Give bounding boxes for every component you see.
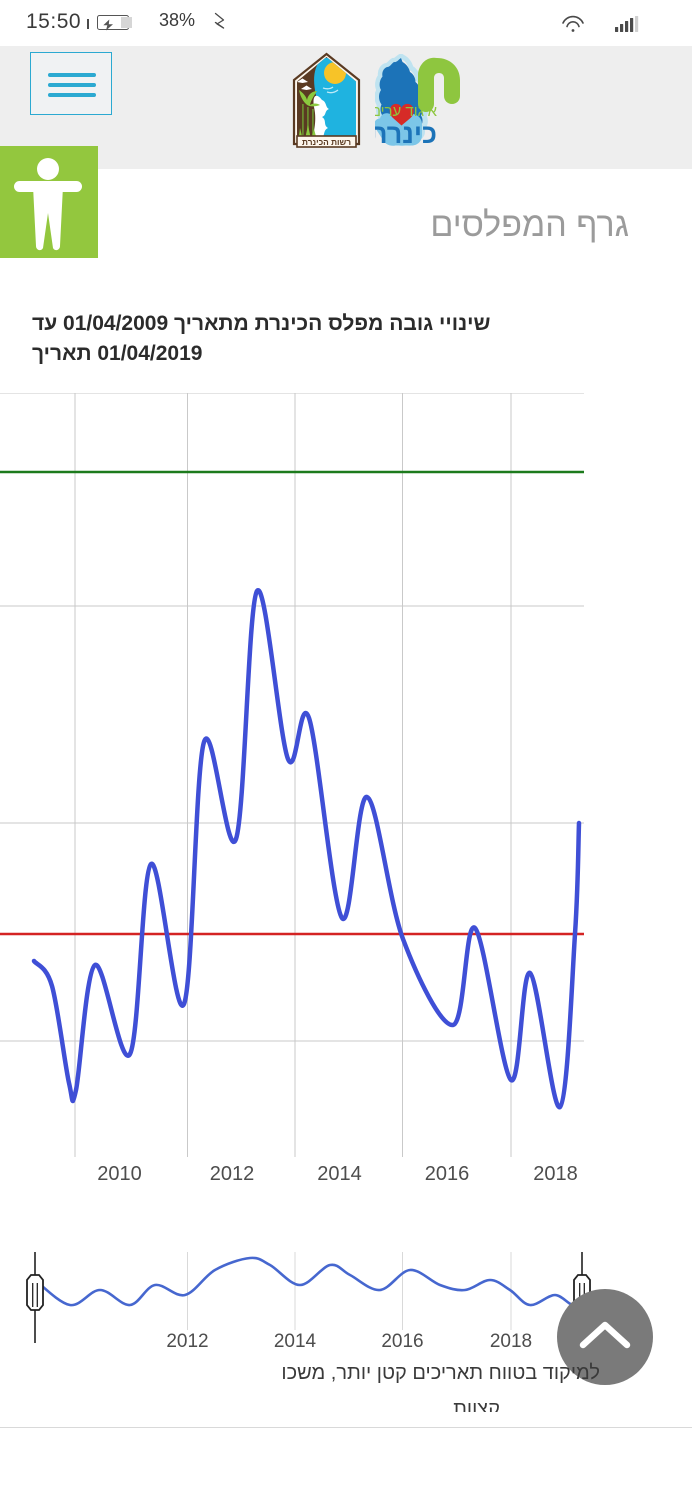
svg-text:2016: 2016	[381, 1331, 423, 1350]
svg-text:2018: 2018	[490, 1331, 532, 1350]
svg-text:איגוד ערים: איגוד ערים	[375, 103, 438, 120]
svg-text:כינרת: כינרת	[375, 119, 437, 149]
svg-text:2012: 2012	[166, 1331, 208, 1350]
svg-text:רשות הכינרת: רשות הכינרת	[302, 137, 351, 147]
svg-text:2014: 2014	[274, 1331, 317, 1350]
